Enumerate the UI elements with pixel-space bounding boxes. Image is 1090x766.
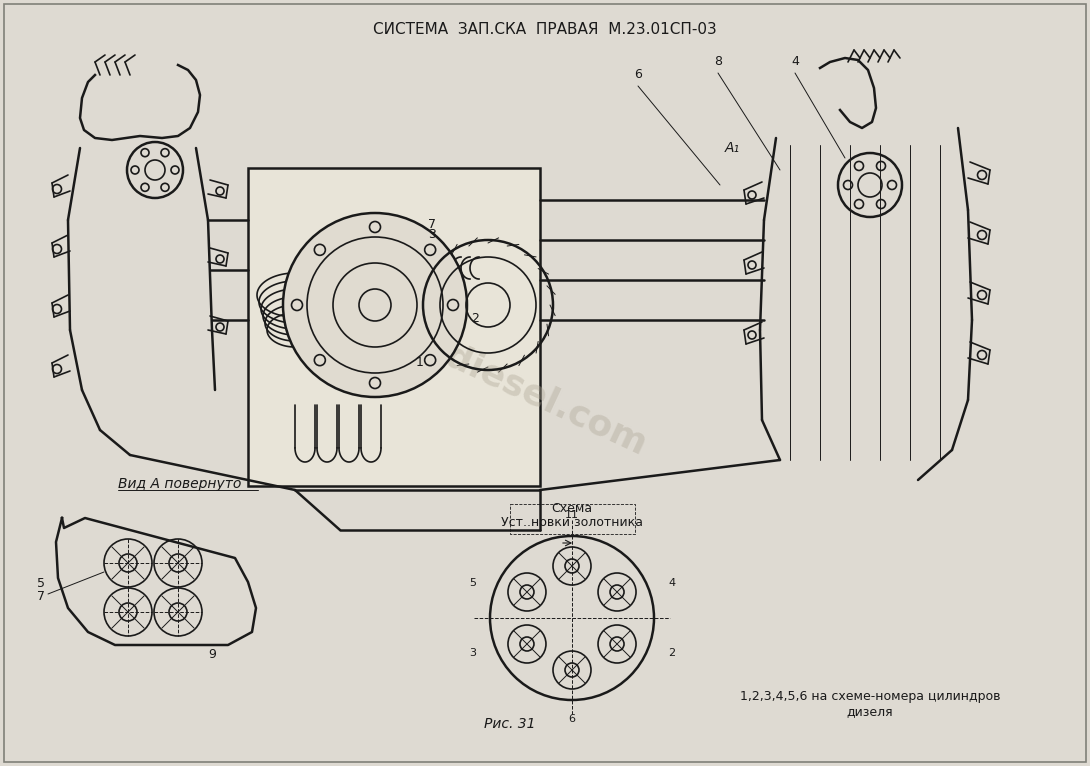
Text: 6: 6 [634, 68, 642, 81]
Text: 1: 1 [416, 355, 424, 368]
Text: А₁: А₁ [725, 141, 739, 155]
Text: 6: 6 [569, 714, 576, 724]
Text: дизеля: дизеля [847, 705, 894, 718]
Text: 9: 9 [208, 648, 216, 661]
Bar [249, 168, 540, 486]
Text: 8: 8 [714, 55, 722, 68]
Text: Рис. 31: Рис. 31 [484, 717, 536, 731]
Text: nevazhdiesel.com: nevazhdiesel.com [308, 278, 652, 462]
Text: 1,2,3,4,5,6 на схеме-номера цилиндров: 1,2,3,4,5,6 на схеме-номера цилиндров [740, 690, 1001, 703]
Text: 2: 2 [471, 312, 479, 325]
Bar [510, 504, 635, 534]
Text: Вид А повернуто: Вид А повернуто [119, 477, 242, 491]
Text: Уст..новки золотника: Уст..новки золотника [501, 516, 643, 529]
Circle shape [283, 213, 467, 397]
Text: 7: 7 [37, 590, 45, 603]
Text: Схема: Схема [552, 502, 593, 515]
Text: 5: 5 [37, 577, 45, 590]
Text: 3: 3 [469, 648, 476, 658]
Text: 2: 2 [668, 648, 675, 658]
Text: 4: 4 [791, 55, 799, 68]
Text: 11: 11 [565, 510, 579, 520]
Text: СИСТЕМА  ЗАП.СКА  ПРАВАЯ  М.23.01СП-03: СИСТЕМА ЗАП.СКА ПРАВАЯ М.23.01СП-03 [373, 22, 717, 37]
Text: 4: 4 [668, 578, 675, 588]
Text: 7: 7 [428, 218, 436, 231]
Text: 3: 3 [428, 228, 436, 241]
Text: 5: 5 [469, 578, 476, 588]
